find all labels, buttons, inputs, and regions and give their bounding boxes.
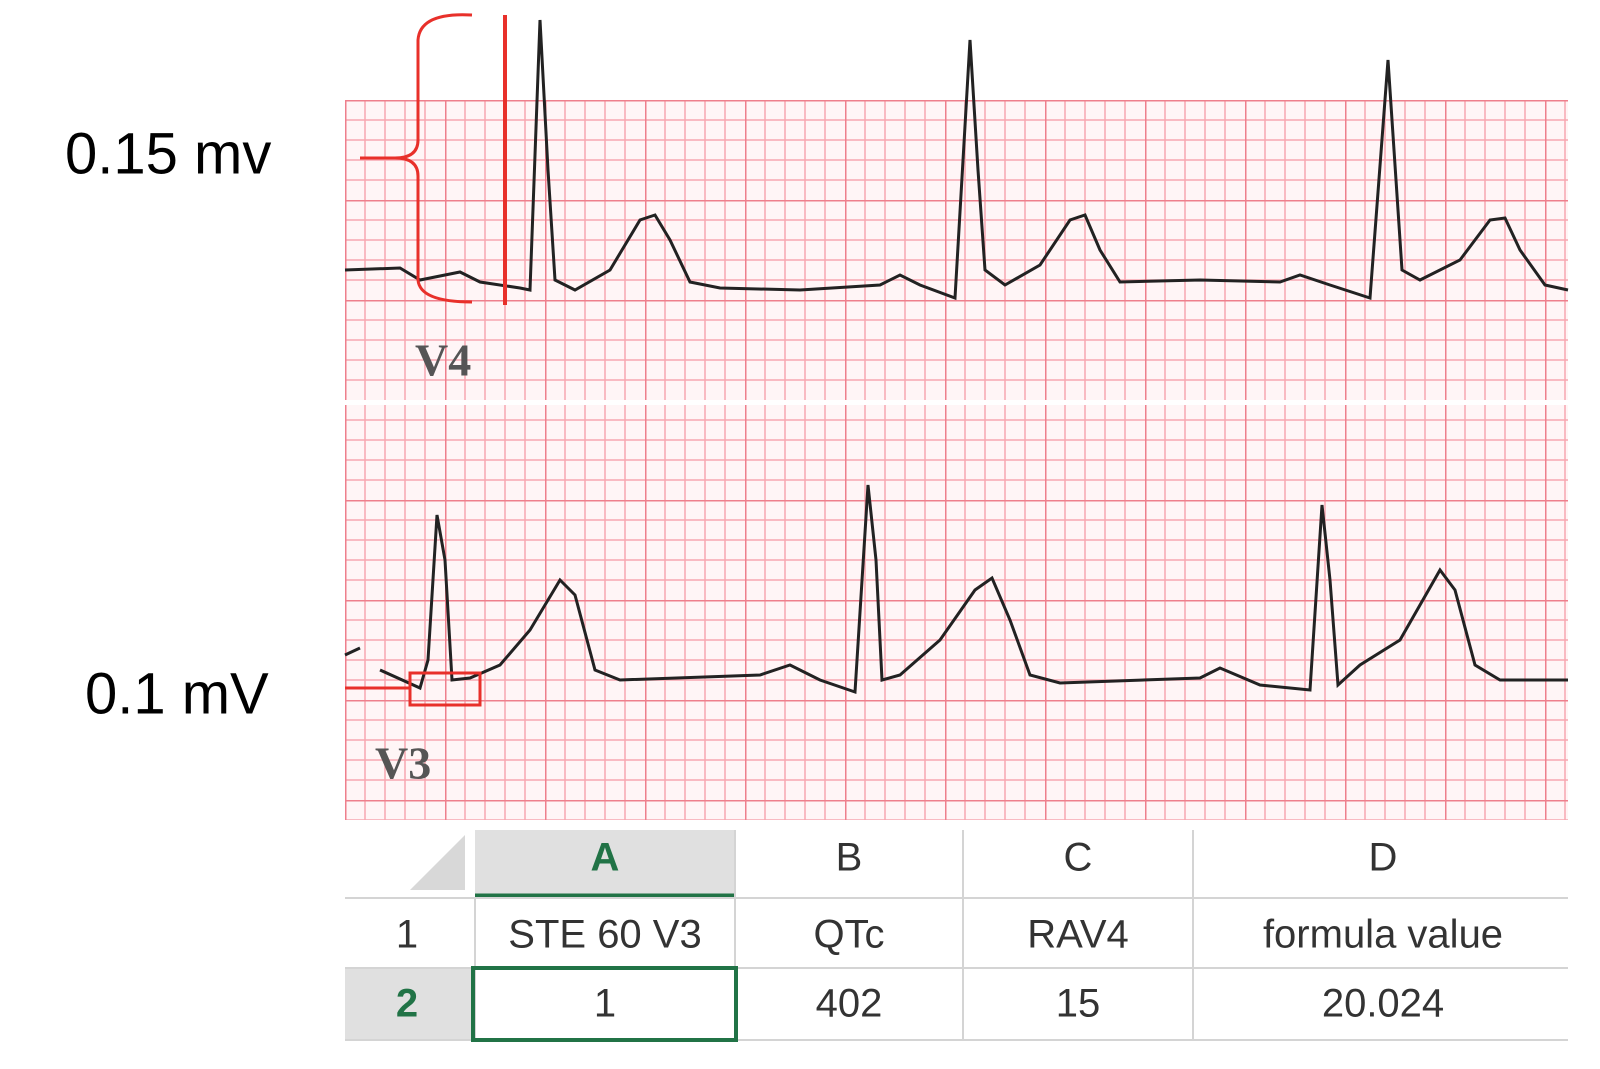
ecg-grid-v3 (345, 405, 1568, 820)
cell[interactable]: RAV4 (1027, 913, 1129, 957)
lead-v3: V3 (375, 738, 431, 789)
column-header[interactable]: A (591, 836, 620, 880)
st-box (408, 671, 482, 707)
row-header[interactable]: 1 (396, 913, 418, 957)
select-all-corner[interactable] (410, 835, 465, 890)
cell[interactable]: 1 (594, 982, 616, 1026)
v4-amplitude: 0.15 mv (65, 121, 271, 186)
cell[interactable]: 15 (1056, 982, 1101, 1026)
ecg-trace-v3 (344, 484, 1568, 695)
v3-amplitude: 0.1 mV (85, 661, 269, 726)
cell[interactable]: STE 60 V3 (508, 913, 701, 957)
column-header[interactable]: C (1064, 836, 1093, 880)
cell[interactable]: 402 (816, 982, 883, 1026)
cell[interactable]: QTc (813, 913, 884, 957)
cell[interactable]: 20.024 (1322, 982, 1444, 1026)
column-header-selected (475, 830, 735, 896)
active-cell (471, 966, 738, 1042)
column-header[interactable]: D (1369, 836, 1398, 880)
lead-v4: V4 (415, 335, 471, 386)
ecg-trace-v4 (344, 19, 1569, 301)
amplitude-brace (360, 13, 473, 304)
row-header-selected (345, 968, 473, 1040)
column-header[interactable]: B (836, 836, 863, 880)
row-header[interactable]: 2 (396, 982, 418, 1026)
cell[interactable]: formula value (1263, 913, 1503, 957)
